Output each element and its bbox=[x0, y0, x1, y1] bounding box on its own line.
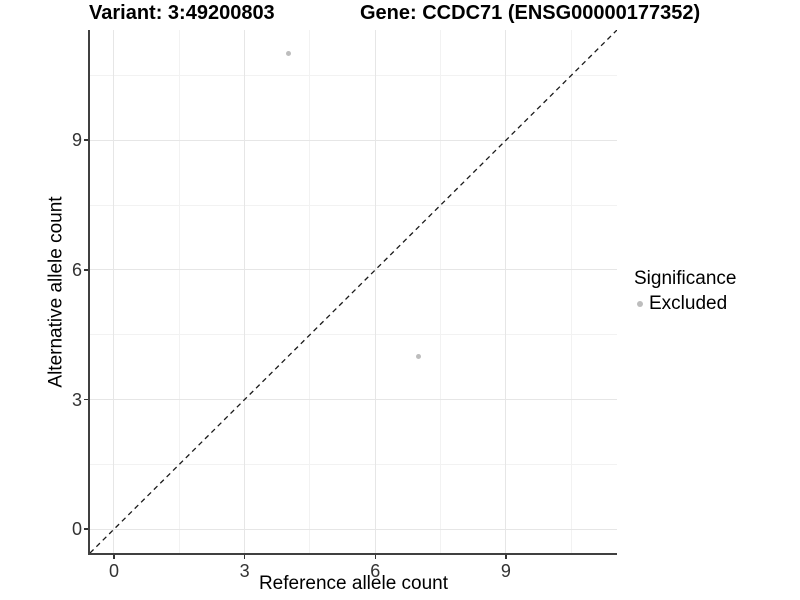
x-tick-mark bbox=[243, 555, 246, 559]
identity-dashed-line bbox=[90, 30, 617, 553]
x-tick-label: 9 bbox=[500, 561, 511, 581]
y-axis-title: Alternative allele count bbox=[46, 195, 68, 388]
x-tick-label: 6 bbox=[370, 561, 381, 581]
y-tick-mark bbox=[84, 269, 88, 271]
y-major-gridline bbox=[90, 139, 617, 141]
y-tick-label: 6 bbox=[71, 259, 82, 280]
y-minor-gridline bbox=[90, 204, 617, 206]
y-tick-mark bbox=[84, 528, 88, 530]
y-minor-gridline bbox=[90, 334, 617, 336]
x-major-gridline bbox=[374, 30, 376, 553]
y-axis-line bbox=[88, 30, 90, 555]
x-tick-mark bbox=[374, 555, 377, 559]
x-minor-gridline bbox=[570, 30, 572, 553]
plot-panel bbox=[90, 30, 617, 553]
gene-title: Gene: CCDC71 (ENSG00000177352) bbox=[360, 2, 701, 24]
y-tick-label: 0 bbox=[71, 519, 82, 540]
y-major-gridline bbox=[90, 269, 617, 271]
y-minor-gridline bbox=[90, 74, 617, 76]
variant-title: Variant: 3:49200803 bbox=[89, 2, 275, 24]
y-tick-label: 9 bbox=[71, 130, 82, 151]
x-tick-label: 0 bbox=[108, 561, 119, 581]
x-minor-gridline bbox=[178, 30, 180, 553]
y-tick-label: 3 bbox=[71, 389, 82, 410]
x-axis-title: Reference allele count bbox=[258, 573, 449, 594]
legend-entry: Excluded bbox=[631, 293, 799, 315]
identity-line-layer bbox=[90, 30, 617, 553]
legend-title: Significance bbox=[634, 268, 737, 289]
x-tick-label: 3 bbox=[239, 561, 250, 581]
y-tick-mark bbox=[84, 139, 88, 141]
legend-entry-label: Excluded bbox=[649, 293, 728, 314]
y-major-gridline bbox=[90, 528, 617, 530]
y-tick-mark bbox=[84, 398, 88, 401]
y-major-gridline bbox=[90, 399, 617, 401]
x-axis-line bbox=[88, 553, 617, 555]
x-minor-gridline bbox=[309, 30, 311, 553]
x-tick-mark bbox=[505, 555, 507, 559]
legend: Significance Excluded bbox=[631, 268, 799, 315]
x-minor-gridline bbox=[440, 30, 442, 553]
y-minor-gridline bbox=[90, 463, 617, 465]
x-major-gridline bbox=[505, 30, 507, 553]
legend-point-swatch bbox=[637, 301, 643, 307]
data-point bbox=[416, 353, 422, 359]
x-major-gridline bbox=[244, 30, 246, 553]
y-axis-title-box: Alternative allele count bbox=[44, 30, 70, 553]
x-tick-mark bbox=[113, 555, 115, 559]
x-major-gridline bbox=[113, 30, 115, 553]
data-point bbox=[285, 51, 291, 57]
